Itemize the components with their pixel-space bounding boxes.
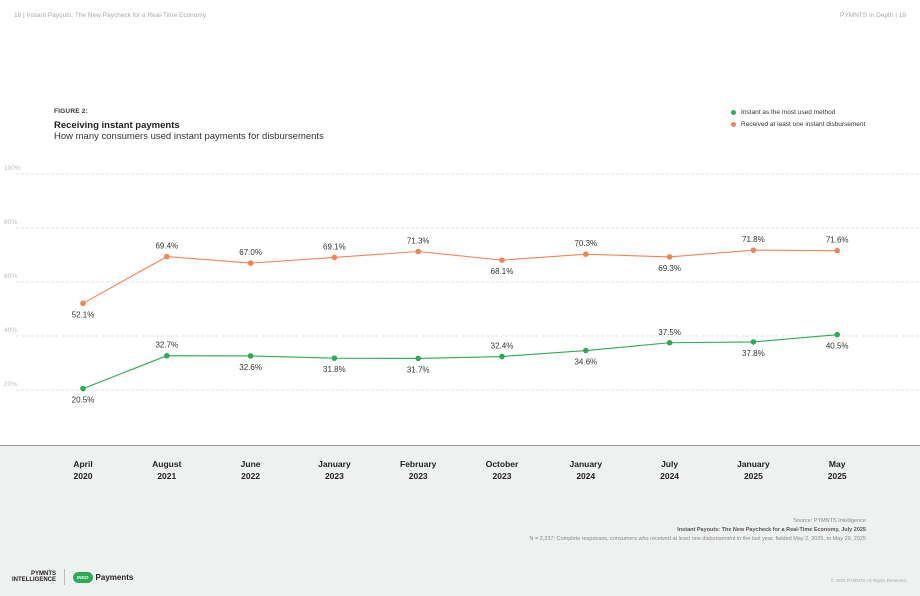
chart-legend: Instant as the most used method Received… xyxy=(731,106,865,130)
data-label: 70.3% xyxy=(574,239,597,248)
legend-dot-orange xyxy=(731,121,736,127)
pymnts-logo-line2: INTELLIGENCE xyxy=(12,577,57,583)
x-tick-label: January xyxy=(318,459,351,469)
legend-label-orange: Received at least one instant disburseme… xyxy=(741,120,866,128)
ingo-logo-icon: INGO xyxy=(73,571,93,583)
data-point xyxy=(164,253,170,260)
x-tick-label: 2024 xyxy=(576,471,595,481)
x-tick-label: February xyxy=(400,459,437,469)
data-label: 69.3% xyxy=(658,264,681,273)
x-tick-label: June xyxy=(241,459,261,469)
data-label: 67.0% xyxy=(239,248,262,257)
x-tick-label: July xyxy=(661,459,678,469)
data-point xyxy=(164,352,170,359)
data-point xyxy=(499,353,505,360)
x-tick-label: October xyxy=(486,459,519,469)
data-label: 69.4% xyxy=(155,242,178,251)
pymnts-intelligence-logo: PYMNTS INTELLIGENCE xyxy=(12,571,56,583)
source-report: Instant Payouts: The New Paycheck for a … xyxy=(677,527,866,533)
data-point xyxy=(247,353,254,359)
data-label: 37.8% xyxy=(742,349,765,358)
data-label: 71.8% xyxy=(742,235,765,244)
x-tick-label: 2023 xyxy=(409,471,428,481)
x-tick-label: 2021 xyxy=(157,471,176,481)
data-point xyxy=(331,355,338,361)
figure-label: FIGURE 2: xyxy=(54,108,88,115)
data-point xyxy=(666,254,673,260)
data-point xyxy=(750,339,757,345)
x-tick-label: 2020 xyxy=(74,471,93,481)
source-line: Source: PYMNTS Intelligence xyxy=(793,518,866,524)
data-label: 31.7% xyxy=(407,365,430,374)
data-point xyxy=(583,347,589,354)
data-point xyxy=(499,257,505,263)
data-point xyxy=(415,248,422,255)
source-sample-note: N = 2,237: Complete responses, consumers… xyxy=(529,536,866,542)
pymnts-logo-line1: PYMNTS xyxy=(31,571,57,577)
page-header-right: PYMNTS In Depth | 19 xyxy=(840,12,906,19)
data-label: 52.1% xyxy=(72,310,95,319)
data-label: 32.6% xyxy=(239,363,262,372)
data-point xyxy=(834,331,840,338)
x-tick-label: April xyxy=(73,459,92,469)
series-line-0 xyxy=(82,334,838,390)
x-tick-label: May xyxy=(829,459,846,469)
data-point xyxy=(80,300,86,307)
x-tick-label: August xyxy=(152,459,181,469)
figure-subtitle: How many consumers used instant payments… xyxy=(54,131,324,142)
x-tick-label: 2023 xyxy=(493,471,512,481)
x-tick-label: 2022 xyxy=(241,471,260,481)
data-point xyxy=(583,251,589,257)
legend-label-green: Instant as the most used method xyxy=(741,108,836,116)
data-label: 20.5% xyxy=(72,396,95,405)
y-tick-label: 40% xyxy=(4,327,17,334)
data-point xyxy=(750,247,757,253)
brand-logo: PYMNTS INTELLIGENCE INGO Payments xyxy=(12,569,133,585)
legend-dot-green xyxy=(731,109,736,115)
data-label: 71.3% xyxy=(407,236,430,245)
data-point xyxy=(666,339,673,346)
series-line-1 xyxy=(82,249,838,304)
payments-logo-text: Payments xyxy=(95,572,134,582)
data-label: 32.7% xyxy=(155,341,178,350)
data-label: 40.5% xyxy=(826,342,849,351)
x-axis-line xyxy=(0,445,920,446)
figure-title: Receiving instant payments xyxy=(54,120,180,131)
data-point xyxy=(247,260,254,266)
data-label: 32.4% xyxy=(491,342,514,351)
x-tick-label: 2024 xyxy=(660,471,679,481)
x-tick-label: January xyxy=(569,459,602,469)
data-label: 34.6% xyxy=(574,358,597,367)
data-point xyxy=(415,355,422,362)
y-tick-label: 20% xyxy=(4,381,17,388)
logo-divider xyxy=(64,569,66,585)
legend-item-green: Instant as the most used method xyxy=(731,106,865,118)
data-point xyxy=(80,385,86,392)
y-tick-label: 100% xyxy=(4,165,21,172)
x-tick-label: 2025 xyxy=(744,471,763,481)
x-tick-label: 2025 xyxy=(828,471,847,481)
data-label: 37.5% xyxy=(658,328,681,337)
y-tick-label: 60% xyxy=(4,273,17,280)
x-axis-band xyxy=(0,446,920,596)
x-tick-label: 2023 xyxy=(325,471,344,481)
data-label: 71.6% xyxy=(826,236,849,245)
data-point xyxy=(834,247,840,254)
y-tick-label: 80% xyxy=(4,219,17,226)
data-label: 69.1% xyxy=(323,242,346,251)
data-point xyxy=(331,254,338,261)
data-label: 68.1% xyxy=(491,267,514,276)
copyright: © 2025 PYMNTS All Rights Reserved xyxy=(830,578,906,583)
data-label: 31.8% xyxy=(323,365,346,374)
page-header-left: 18 | Instant Payouts: The New Paycheck f… xyxy=(14,12,207,19)
legend-item-orange: Received at least one instant disburseme… xyxy=(731,118,865,130)
x-tick-label: January xyxy=(737,459,770,469)
